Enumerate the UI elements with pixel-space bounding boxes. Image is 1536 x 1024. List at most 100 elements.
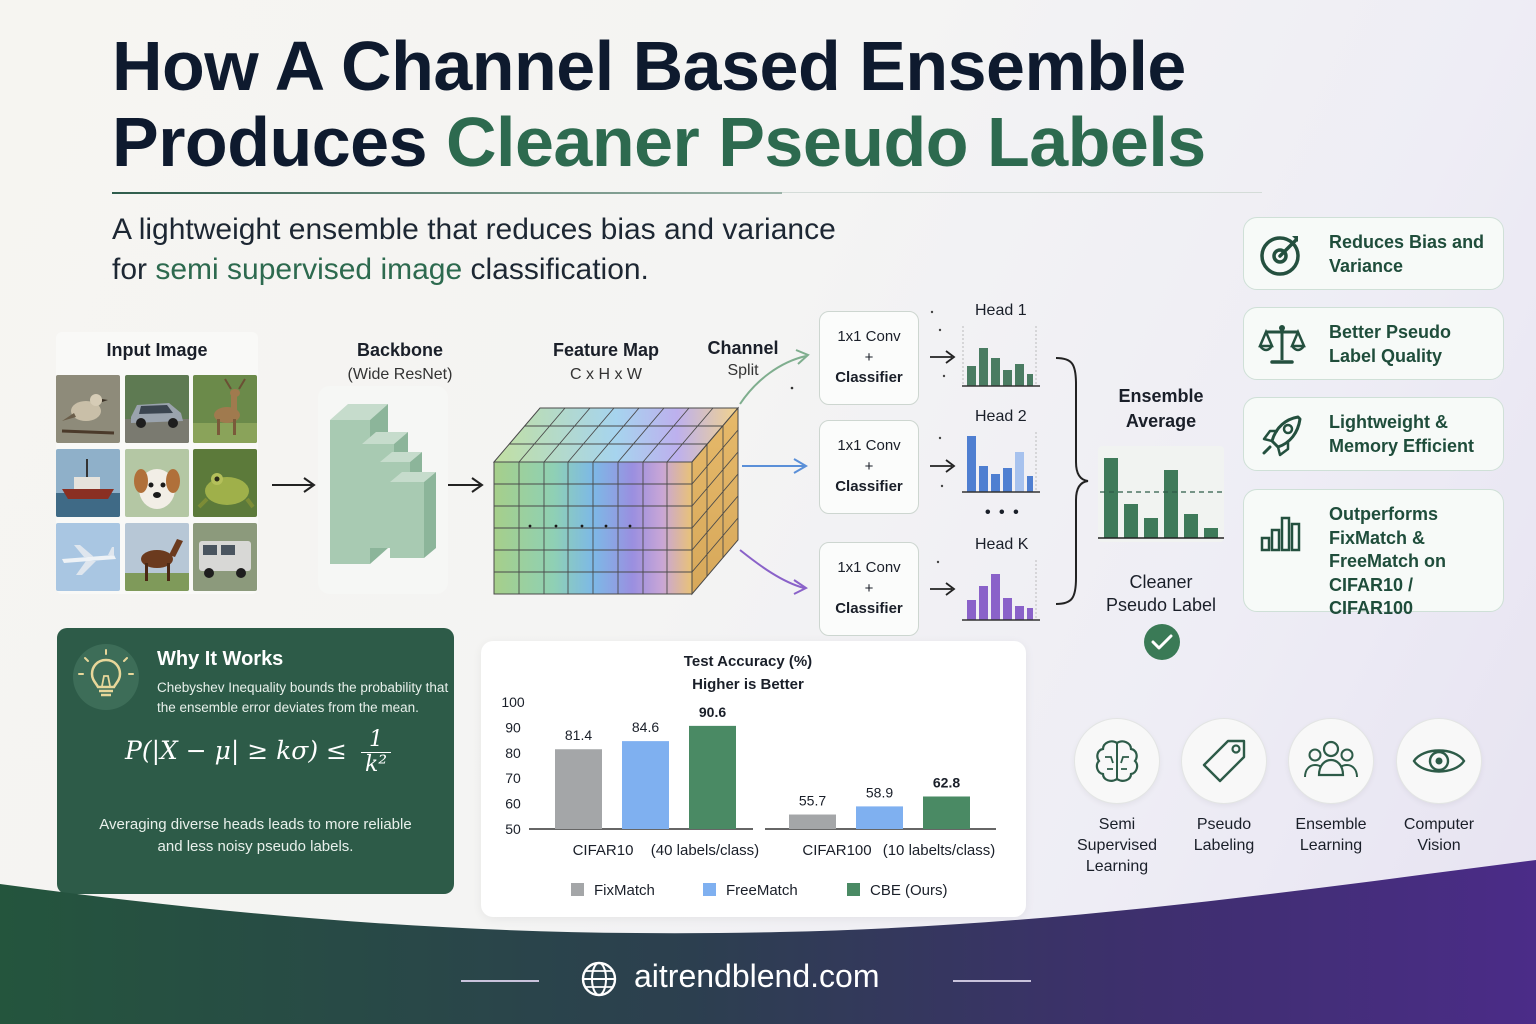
ensemble-line-2: Average (1125, 411, 1197, 431)
topic-label: Computer Vision (1384, 814, 1494, 856)
head-arrows (930, 310, 956, 596)
rocket-icon (1262, 415, 1302, 457)
topic-circle (1396, 718, 1482, 804)
x-group-label: CIFAR10 (573, 842, 634, 859)
title-line-2-accent: Cleaner Pseudo Labels (445, 103, 1206, 181)
bar-fixmatch-cifar10 (555, 749, 602, 829)
topic-label-line-2: Learning (1299, 837, 1363, 854)
arrow-to-backbone (272, 477, 316, 493)
topic-pseudo-labeling: Pseudo Labeling (1169, 718, 1279, 856)
bird-thumbnail (56, 375, 120, 443)
chart-title: Test Accuracy (%) (684, 653, 812, 670)
backbone-label: Backbone (356, 340, 444, 360)
bar-value-label: 62.8 (933, 774, 960, 790)
truck-thumbnail (193, 523, 257, 591)
title-line-2-plain: Produces (112, 103, 446, 181)
footer-site-link[interactable]: aitrendblend.com (634, 958, 880, 994)
head-ellipsis: • • • (985, 504, 1021, 521)
conv-plus: + (864, 457, 874, 475)
subtitle-line-2-pre: for (112, 253, 156, 286)
input-image-label: Input Image (106, 340, 208, 360)
chebyshev-formula: P(|X − μ| ≥ kσ) ≤ 1 k² (125, 728, 392, 777)
page-title: How A Channel Based Ensemble Produces Cl… (112, 28, 1392, 180)
footer-rule-left (461, 980, 539, 982)
formula-fraction: 1 k² (360, 728, 392, 777)
bar-cbe-ours--cifar100 (923, 796, 970, 829)
car-thumbnail (125, 375, 189, 443)
title-line-1: How A Channel Based Ensemble (112, 27, 1186, 105)
legend-swatch (571, 883, 584, 896)
bar-fixmatch-cifar100 (789, 814, 836, 829)
deer-thumbnail (193, 375, 257, 443)
conv-label: 1x1 Conv (837, 559, 901, 576)
cleaner-pseudo-label: Cleaner Pseudo Label (1090, 571, 1232, 617)
airplane-thumbnail (56, 523, 120, 591)
head-2-distribution (962, 432, 1040, 493)
classifier-label: Classifier (835, 478, 903, 495)
topic-label-line-1: Semi Supervised (1076, 816, 1158, 854)
conv-plus: + (864, 579, 874, 597)
people-icon (1304, 740, 1358, 778)
feature-text: Better Pseudo Label Quality (1329, 322, 1452, 366)
conv-classifier-box-1: 1x1 Conv + Classifier (819, 311, 919, 405)
bar-value-label: 58.9 (866, 784, 893, 800)
feature-map-sublabel: C x H x W (570, 366, 642, 383)
channel-split-label: Channel (707, 338, 779, 358)
ensemble-average-distribution (1098, 446, 1224, 542)
topic-label: Semi Supervised Learning (1062, 814, 1172, 877)
topic-ensemble-learning: Ensemble Learning (1276, 718, 1386, 856)
legend-label: CBE (Ours) (870, 882, 948, 899)
formula-numerator: 1 (360, 728, 392, 753)
topic-label-line-2: Labeling (1193, 837, 1255, 854)
footer-wave (0, 860, 1536, 1024)
feature-card-bias-variance: Reduces Bias and Variance (1243, 217, 1504, 290)
x-group-detail: (40 labels/class) (651, 842, 759, 859)
dog-thumbnail (125, 449, 189, 517)
eye-icon (1412, 749, 1466, 773)
y-tick-label: 60 (505, 796, 521, 812)
formula-denominator: k² (364, 752, 388, 777)
channel-split-sublabel: Split (727, 362, 759, 379)
conv-classifier-box-k: 1x1 Conv + Classifier (819, 542, 919, 636)
accuracy-chart-card: Test Accuracy (%) Higher is Better 100 90 80… (481, 641, 1026, 917)
head-k-distribution (962, 560, 1040, 621)
formula-lhs: P(|X − μ| ≥ kσ) ≤ (125, 736, 348, 765)
bar-value-label: 55.7 (799, 793, 826, 809)
title-divider-light (782, 192, 1262, 193)
legend-label: FreeMatch (726, 882, 798, 899)
why-description: Chebyshev Inequality bounds the probabil… (157, 680, 449, 715)
feature-card-pseudo-label-quality: Better Pseudo Label Quality (1243, 307, 1504, 380)
subtitle-line-1: A lightweight ensemble that reduces bias… (112, 213, 836, 246)
feature-card-outperforms: Outperforms FixMatch & FreeMatch on CIFA… (1243, 489, 1504, 618)
subtitle-line-2: for semi supervised image classification… (112, 250, 912, 290)
bar-value-label: 81.4 (565, 727, 592, 743)
topic-label-line-2: Learning (1085, 858, 1149, 875)
input-image-panel: Input Image (56, 332, 258, 594)
conv-label: 1x1 Conv (837, 328, 901, 345)
topic-label-line-2: Vision (1417, 837, 1461, 854)
classifier-label: Classifier (835, 369, 903, 386)
bar-chart-icon (1260, 516, 1301, 552)
why-it-works-panel: Why It Works Chebyshev Inequality bounds… (57, 628, 454, 894)
subtitle-line-2-accent: semi supervised image (155, 253, 463, 286)
conv-plus: + (864, 348, 874, 366)
cleaner-line-2: Pseudo Label (1105, 595, 1217, 615)
bar-value-label: 84.6 (632, 719, 659, 735)
topic-label: Pseudo Labeling (1169, 814, 1279, 856)
topic-computer-vision: Computer Vision (1384, 718, 1494, 856)
ensemble-line-1: Ensemble (1118, 386, 1204, 406)
conv-label: 1x1 Conv (837, 437, 901, 454)
feature-text: Outperforms FixMatch & FreeMatch on CIFA… (1329, 504, 1447, 618)
frog-thumbnail (193, 449, 257, 517)
bar-freematch-cifar100 (856, 806, 903, 829)
head-k-label: Head K (975, 536, 1029, 553)
head-2-label: Head 2 (975, 408, 1027, 425)
feature-map-cube (492, 406, 740, 596)
head-1-distribution (962, 326, 1040, 387)
bar-freematch-cifar10 (622, 741, 669, 829)
legend-swatch (847, 883, 860, 896)
head-1-label: Head 1 (975, 302, 1027, 319)
subtitle-line-2-post: classification. (462, 253, 649, 286)
horse-thumbnail (125, 523, 189, 591)
tag-icon (1202, 739, 1246, 783)
